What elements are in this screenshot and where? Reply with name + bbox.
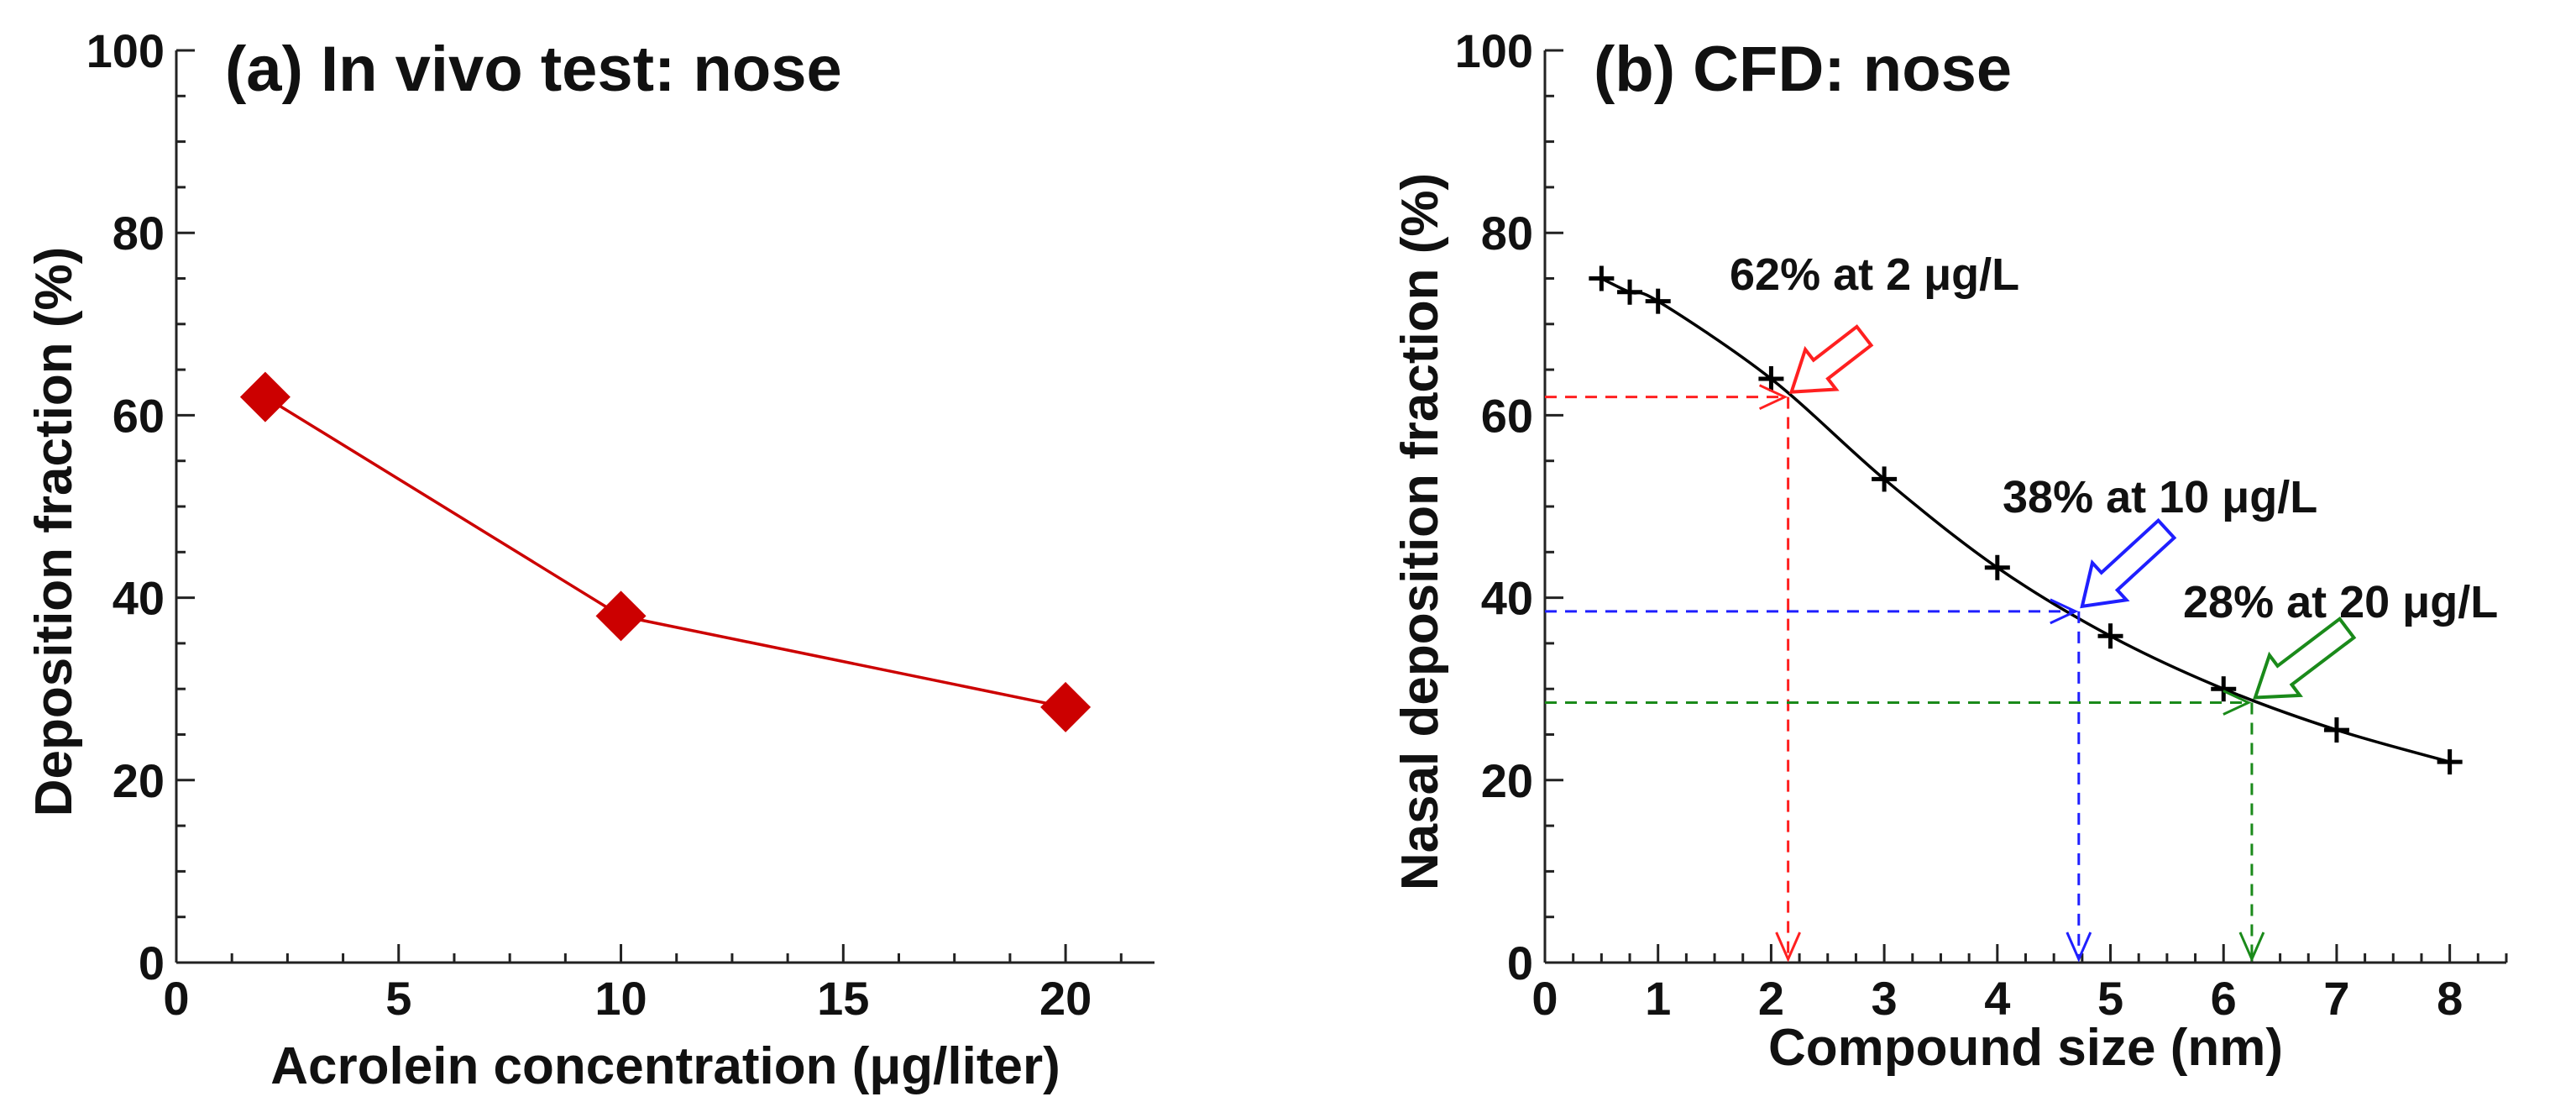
y-tick-label: 80 bbox=[113, 207, 165, 260]
callout-arrow bbox=[2253, 617, 2357, 700]
x-tick-label: 0 bbox=[1531, 972, 1558, 1025]
data-point-plus bbox=[1617, 279, 1643, 305]
data-point-plus bbox=[1984, 554, 2010, 580]
y-tick-label: 40 bbox=[1481, 572, 1533, 625]
x-tick-label: 8 bbox=[2437, 972, 2463, 1025]
guide-arrowhead-down bbox=[2238, 931, 2265, 963]
annotation-label: 28% at 20 μg/L bbox=[2183, 577, 2498, 627]
y-tick-label: 0 bbox=[139, 937, 165, 989]
panel-title: (b) CFD: nose bbox=[1594, 34, 2012, 105]
data-point-plus bbox=[2097, 623, 2123, 649]
y-tick-label: 20 bbox=[113, 754, 165, 807]
guide-arrowhead-down bbox=[1775, 931, 1801, 963]
y-tick-label: 0 bbox=[1507, 937, 1533, 989]
annotation-label: 62% at 2 μg/L bbox=[1730, 249, 2019, 300]
x-tick-label: 6 bbox=[2211, 972, 2237, 1025]
data-point-diamond bbox=[1040, 681, 1092, 732]
y-tick-label: 40 bbox=[113, 572, 165, 625]
guide-arrowhead-right bbox=[2223, 690, 2252, 716]
callout-arrow bbox=[2080, 517, 2177, 609]
guide-arrowhead-right bbox=[1758, 384, 1788, 411]
annotation-1: 38% at 10 μg/L bbox=[1545, 472, 2317, 963]
data-point-diamond bbox=[239, 371, 291, 422]
y-tick-label: 100 bbox=[86, 24, 165, 77]
y-tick-label: 60 bbox=[113, 389, 165, 442]
y-tick-label: 100 bbox=[1455, 24, 1533, 77]
data-point-plus bbox=[1872, 466, 1898, 492]
x-axis-title: Compound size (nm) bbox=[1768, 1019, 2283, 1077]
y-tick-label: 80 bbox=[1481, 207, 1533, 260]
data-point-plus bbox=[2211, 676, 2237, 702]
y-axis-title: Deposition fraction (%) bbox=[25, 247, 83, 817]
data-point-plus bbox=[1589, 265, 1615, 291]
guide-arrowhead-down bbox=[2066, 931, 2092, 963]
annotation-0: 62% at 2 μg/L bbox=[1545, 249, 2019, 963]
data-point-diamond bbox=[595, 590, 647, 642]
x-tick-label: 2 bbox=[1758, 972, 1784, 1025]
data-point-plus bbox=[2437, 749, 2463, 775]
x-tick-label: 15 bbox=[817, 972, 869, 1025]
data-point-plus bbox=[1758, 365, 1784, 391]
x-tick-label: 10 bbox=[594, 972, 647, 1025]
x-tick-label: 0 bbox=[163, 972, 189, 1025]
series-line bbox=[264, 396, 1066, 709]
callout-arrow bbox=[1788, 324, 1874, 394]
x-tick-label: 1 bbox=[1645, 972, 1671, 1025]
x-tick-label: 3 bbox=[1872, 972, 1898, 1025]
x-tick-label: 4 bbox=[1984, 972, 2010, 1025]
panel-title: (a) In vivo test: nose bbox=[225, 34, 842, 105]
y-tick-label: 60 bbox=[1481, 389, 1533, 442]
x-tick-label: 20 bbox=[1039, 972, 1092, 1025]
x-tick-label: 5 bbox=[2097, 972, 2123, 1025]
data-point-plus bbox=[1645, 288, 1671, 314]
x-tick-label: 5 bbox=[385, 972, 411, 1025]
y-tick-label: 20 bbox=[1481, 754, 1533, 807]
annotation-2: 28% at 20 μg/L bbox=[1545, 577, 2498, 963]
x-tick-label: 7 bbox=[2323, 972, 2349, 1025]
y-axis-title: Nasal deposition fraction (%) bbox=[1391, 173, 1449, 890]
x-axis-title: Acrolein concentration (μg/liter) bbox=[270, 1037, 1060, 1095]
data-point-plus bbox=[2323, 717, 2349, 743]
annotation-label: 38% at 10 μg/L bbox=[2003, 472, 2317, 522]
chart-panel-b: 0 20 40 60 80 100 0 1 2 3 4 5 6 7 8 (b) CFD: nose Compou… bbox=[1391, 24, 2508, 1077]
guide-arrowhead-right bbox=[2050, 598, 2079, 625]
chart-panel-a: 0 20 40 60 80 100 0 5 10 15 20 (a) In vivo test: no… bbox=[25, 24, 1154, 1095]
